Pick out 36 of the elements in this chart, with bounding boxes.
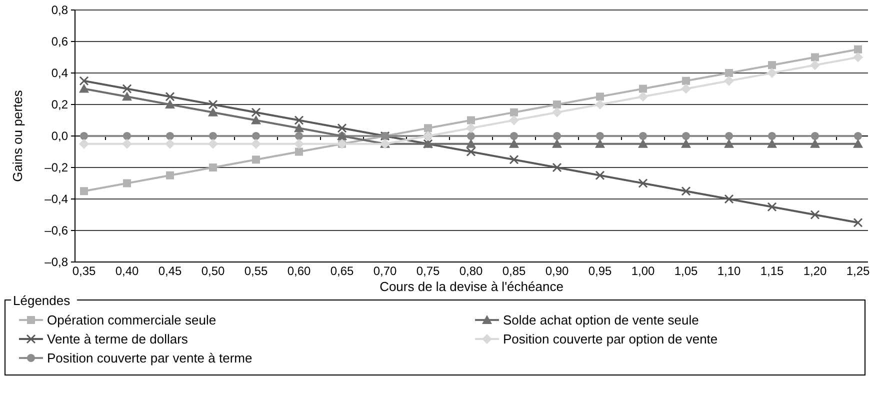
y-tick-label: –0,6 [44, 224, 68, 238]
x-tick-label: 0,45 [158, 264, 182, 278]
y-tick-label: –0,4 [44, 192, 68, 206]
legend-label: Solde achat option de vente seule [503, 312, 699, 328]
x-axis-title: Cours de la devise à l'échéance [380, 279, 564, 294]
y-axis-title: Gains ou pertes [10, 90, 25, 182]
x-tick-label: 0,60 [287, 264, 311, 278]
x-tick-label: 0,80 [459, 264, 483, 278]
legend-title: Légendes [13, 293, 71, 308]
x-tick-label: 0,90 [545, 264, 569, 278]
y-tick-label: 0,2 [51, 98, 68, 112]
legend-label: Position couverte par option de vente [503, 332, 718, 347]
x-tick-label: 1,20 [803, 264, 827, 278]
legend-label: Vente à terme de dollars [47, 332, 188, 347]
y-tick-label: 0,0 [51, 129, 68, 144]
y-tick-label: 0,4 [51, 66, 68, 80]
x-tick-label: 0,85 [502, 264, 526, 278]
x-tick-label: 0,40 [115, 264, 139, 278]
y-tick-label: –0,8 [44, 255, 68, 270]
x-tick-label: 0,75 [416, 264, 440, 278]
x-tick-label: 0,65 [330, 264, 354, 278]
x-tick-label: 1,05 [674, 264, 698, 278]
x-tick-label: 1,00 [631, 264, 655, 278]
y-tick-label: 0,8 [51, 3, 68, 18]
x-tick-label: 1,15 [760, 264, 784, 278]
legend-label: Opération commerciale seule [47, 312, 216, 328]
x-tick-label: 1,25 [846, 264, 870, 278]
x-tick-label: 0,35 [72, 264, 96, 278]
x-tick-label: 0,70 [373, 264, 397, 278]
legend-label: Position couverte par vente à terme [47, 350, 252, 366]
x-tick-label: 1,10 [717, 264, 741, 278]
y-tick-label: 0,6 [51, 34, 68, 49]
x-tick-label: 0,95 [588, 264, 612, 278]
x-tick-label: 0,50 [201, 264, 225, 278]
x-tick-label: 0,55 [244, 264, 268, 278]
y-tick-label: –0,2 [44, 160, 68, 175]
